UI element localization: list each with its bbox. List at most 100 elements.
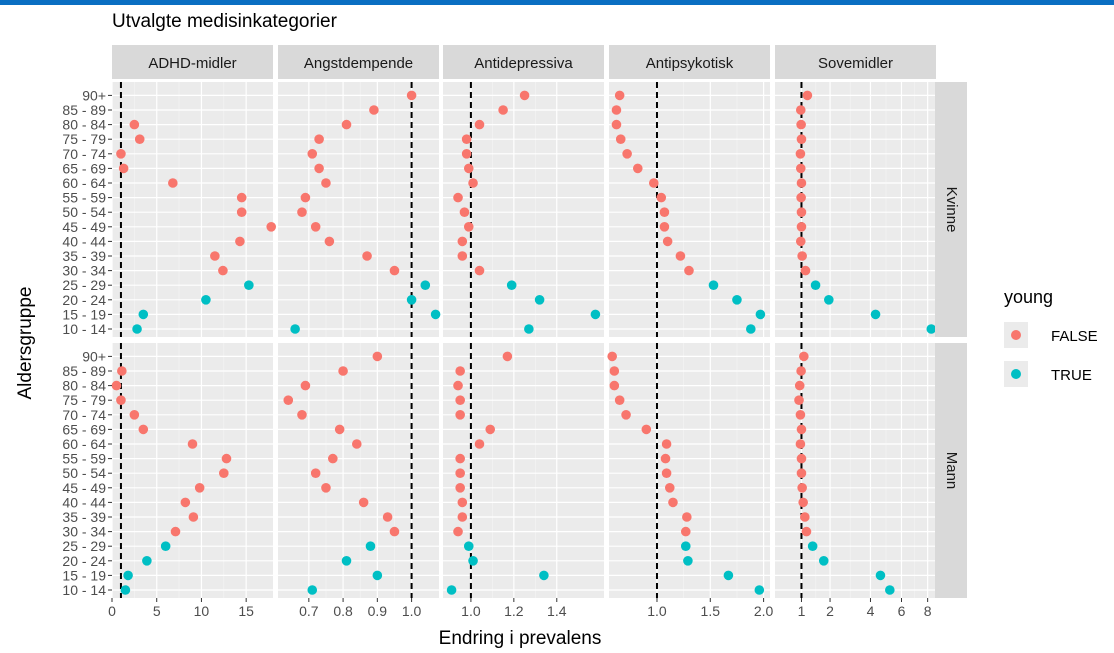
point-antipsykotisk-mann-false-90 [607,351,617,362]
point-adhd-midler-kvinne-false-70-74 [116,149,126,159]
point-adhd-midler-kvinne-false-50-54 [236,207,247,217]
point-sovemidler-kvinne-true-15-19 [870,309,881,320]
point-angstdempende-mann-false-60-64 [351,439,362,449]
point-antidepressiva-mann-false-70-74 [455,410,465,420]
point-antipsykotisk-mann-false-50-54 [661,468,672,479]
point-antidepressiva-kvinne-true-10-14 [524,324,534,334]
point-angstdempende-kvinne-false-40-44 [324,236,335,247]
panel-bg-angstdempende-mann [278,343,439,598]
point-adhd-midler-mann-true-25-29 [160,541,171,551]
point-sovemidler-mann-false-30-34 [801,526,812,537]
point-antidepressiva-mann-false-35-39 [457,512,468,522]
top-accent-bar [0,0,1114,5]
point-antipsykotisk-mann-false-55-59 [660,453,671,464]
y-tick-label: 50 - 54 [62,204,106,220]
point-adhd-midler-mann-true-15-19 [123,570,133,581]
point-antidepressiva-kvinne-false-85-89 [498,105,508,115]
y-tick-label: 60 - 64 [62,436,106,452]
point-adhd-midler-mann-false-65-69 [138,424,149,435]
facet-label-sovemidler: Sovemidler [818,55,893,72]
point-sovemidler-mann-true-10-14 [885,585,895,595]
point-angstdempende-mann-false-75-79 [283,395,294,406]
point-sovemidler-mann-false-40-44 [798,497,808,508]
point-sovemidler-mann-false-45-49 [797,483,807,493]
point-adhd-midler-mann-false-50-54 [219,468,229,479]
point-adhd-midler-mann-false-60-64 [187,439,198,449]
point-antidepressiva-kvinne-true-15-19 [590,309,601,320]
point-sovemidler-kvinne-false-30-34 [800,265,811,276]
legend-key-false [1011,330,1021,340]
point-angstdempende-mann-false-85-89 [338,366,348,376]
point-angstdempende-kvinne-false-80-84 [341,119,352,130]
point-sovemidler-kvinne-true-20-24 [824,295,834,305]
point-sovemidler-mann-false-35-39 [800,512,810,522]
y-tick-label: 25 - 29 [62,277,106,293]
point-antidepressiva-mann-false-75-79 [455,395,465,406]
y-tick-label: 90+ [82,87,106,103]
point-sovemidler-mann-false-75-79 [794,395,804,406]
point-adhd-midler-kvinne-false-75-79 [134,134,145,144]
point-antipsykotisk-kvinne-false-85-89 [611,105,622,115]
x-tick-label-antidepressiva: 1.0 [461,603,481,619]
point-angstdempende-kvinne-true-15-19 [430,309,441,320]
point-sovemidler-kvinne-true-25-29 [810,280,821,291]
point-adhd-midler-mann-false-45-49 [194,483,205,493]
point-sovemidler-mann-false-90 [799,351,809,362]
row-strip-mann [935,343,967,598]
point-sovemidler-mann-false-50-54 [796,468,807,479]
point-antidepressiva-kvinne-false-70-74 [461,149,472,159]
point-antipsykotisk-mann-false-65-69 [641,424,652,435]
point-adhd-midler-mann-true-10-14 [120,585,131,595]
point-adhd-midler-kvinne-false-55-59 [236,192,247,203]
y-tick-label: 10 - 14 [62,582,106,598]
point-antidepressiva-mann-true-15-19 [539,570,549,581]
point-sovemidler-mann-false-60-64 [795,439,806,449]
point-angstdempende-mann-false-55-59 [328,453,338,464]
point-adhd-midler-mann-false-35-39 [188,512,199,522]
point-sovemidler-kvinne-false-85-89 [795,105,806,115]
x-tick-label-antipsykotisk: 2.0 [754,603,774,619]
point-adhd-midler-mann-false-30-34 [170,526,181,537]
point-antidepressiva-mann-false-65-69 [485,424,496,435]
x-tick-label-adhd-midler: 10 [194,603,210,619]
facet-strip-antipsykotisk [609,45,770,79]
y-tick-label: 70 - 74 [62,146,106,162]
point-angstdempende-mann-true-15-19 [372,570,383,581]
point-angstdempende-kvinne-false-45-49 [310,222,321,232]
point-sovemidler-mann-false-70-74 [795,410,806,420]
point-antidepressiva-kvinne-false-60-64 [468,178,478,188]
point-angstdempende-mann-false-30-34 [389,526,400,537]
point-adhd-midler-kvinne-false-40-44 [235,236,245,247]
facet-strip-antidepressiva [443,45,604,79]
y-tick-label: 30 - 34 [62,524,106,540]
point-angstdempende-kvinne-false-30-34 [389,265,400,276]
point-antidepressiva-kvinne-false-40-44 [457,236,468,247]
point-antidepressiva-mann-true-10-14 [446,585,457,595]
y-tick-label: 30 - 34 [62,263,106,279]
point-antidepressiva-mann-true-25-29 [463,541,474,551]
point-angstdempende-kvinne-false-35-39 [362,251,372,261]
point-antipsykotisk-kvinne-true-20-24 [732,295,742,305]
legend-label-true: TRUE [1051,367,1092,384]
y-tick-label: 45 - 49 [62,480,106,496]
x-tick-label-adhd-midler: 15 [238,603,254,619]
point-antipsykotisk-kvinne-false-45-49 [659,222,670,232]
point-angstdempende-mann-false-35-39 [382,512,393,522]
point-antipsykotisk-mann-false-75-79 [614,395,625,406]
point-angstdempende-mann-false-80-84 [300,380,311,391]
y-tick-label: 40 - 44 [62,233,106,249]
y-tick-label: 75 - 79 [62,392,106,408]
point-antipsykotisk-kvinne-false-40-44 [662,236,673,247]
y-tick-label: 85 - 89 [62,363,106,379]
point-sovemidler-mann-false-65-69 [796,424,807,435]
point-angstdempende-kvinne-false-55-59 [300,192,311,203]
x-tick-label-angstdempende: 1.0 [402,603,422,619]
point-sovemidler-mann-false-85-89 [796,366,806,376]
y-tick-label: 65 - 69 [62,160,106,176]
point-adhd-midler-mann-false-80-84 [111,380,122,391]
point-antidepressiva-kvinne-false-75-79 [461,134,472,144]
point-antidepressiva-kvinne-false-90 [519,90,530,101]
point-adhd-midler-kvinne-false-35-39 [210,251,220,261]
point-sovemidler-kvinne-false-75-79 [796,134,807,144]
point-adhd-midler-kvinne-false-65-69 [118,163,129,174]
